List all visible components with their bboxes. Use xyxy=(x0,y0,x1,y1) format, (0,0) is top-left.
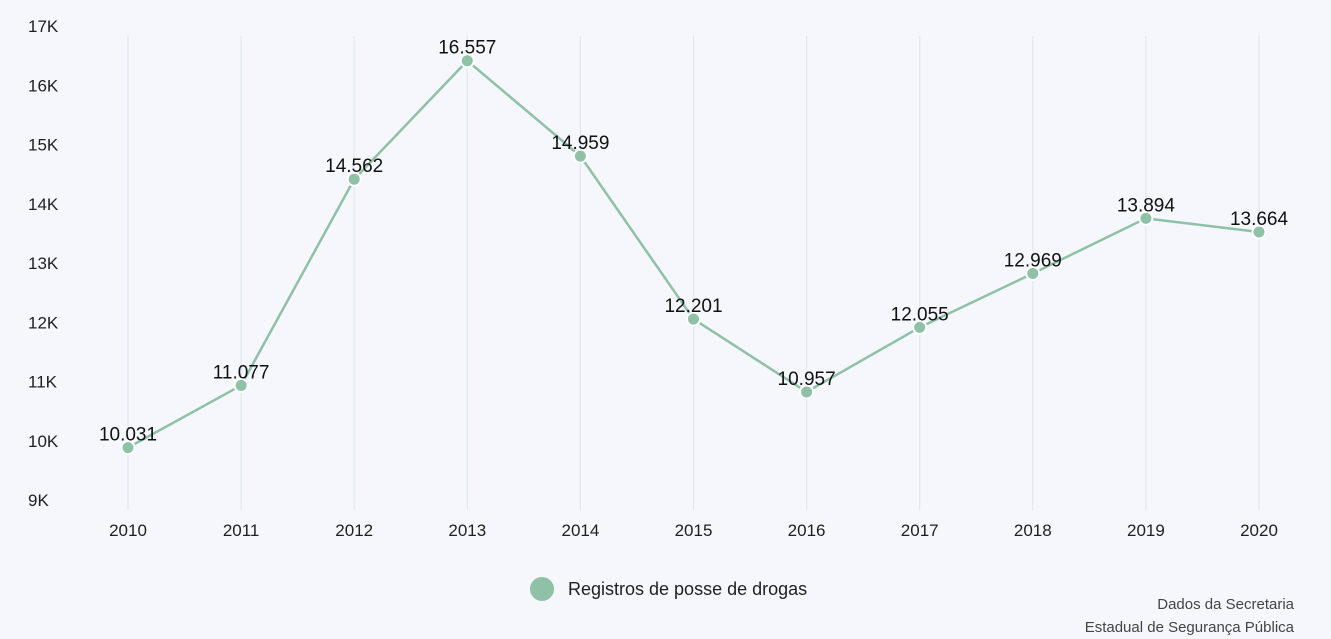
x-tick-label: 2019 xyxy=(1127,521,1165,540)
y-tick-label: 14K xyxy=(28,195,59,214)
data-point xyxy=(1138,210,1154,226)
y-tick-label: 13K xyxy=(28,254,59,273)
y-tick-label: 11K xyxy=(28,373,58,392)
source-line-2: Estadual de Segurança Pública xyxy=(1084,619,1294,636)
data-label: 11.077 xyxy=(213,362,270,383)
y-tick-label: 10K xyxy=(28,432,59,451)
x-tick-label: 2014 xyxy=(561,521,599,540)
data-labels: 10.031 11.077 14.562 16.557 14.959 12.201 10.9… xyxy=(99,38,1289,446)
data-point xyxy=(346,171,362,187)
data-point xyxy=(912,319,928,335)
data-label: 12.969 xyxy=(1004,250,1062,271)
y-tick-label: 15K xyxy=(28,136,59,155)
data-point xyxy=(120,440,136,456)
source-note: Dados da Secretaria Estadual de Seguranç… xyxy=(1085,593,1294,639)
y-tick-label: 16K xyxy=(28,76,59,95)
y-axis-ticks: 9K 10K 11K 12K 13K 14K 15K 16K 17K xyxy=(28,17,59,510)
source-line-1: Dados da Secretaria xyxy=(1157,596,1294,613)
legend-swatch[interactable] xyxy=(530,577,554,601)
series-layer xyxy=(120,53,1267,456)
x-tick-label: 2018 xyxy=(1014,521,1052,540)
x-axis-ticks: 2010 2011 2012 2013 2014 2015 2016 2017 2018 2019… xyxy=(109,521,1278,540)
x-tick-label: 2016 xyxy=(788,521,826,540)
data-point xyxy=(572,148,588,164)
data-point xyxy=(1251,224,1267,240)
data-point xyxy=(459,53,475,69)
data-label: 14.562 xyxy=(325,156,383,177)
data-label: 13.894 xyxy=(1117,195,1176,216)
x-tick-label: 2013 xyxy=(448,521,486,540)
data-label: 12.201 xyxy=(664,296,722,317)
data-point xyxy=(233,377,249,393)
x-tick-label: 2012 xyxy=(335,521,373,540)
x-tick-label: 2015 xyxy=(675,521,713,540)
data-label: 16.557 xyxy=(438,38,496,59)
data-point xyxy=(1025,265,1041,281)
x-tick-label: 2017 xyxy=(901,521,939,540)
y-tick-label: 12K xyxy=(28,313,59,332)
y-tick-label: 9K xyxy=(28,491,49,510)
data-label: 10.957 xyxy=(778,369,836,390)
data-label: 13.664 xyxy=(1230,209,1289,230)
data-label: 12.055 xyxy=(891,304,949,325)
x-tick-label: 2010 xyxy=(109,521,147,540)
x-tick-label: 2020 xyxy=(1240,521,1278,540)
legend: Registros de posse de drogas xyxy=(530,577,807,601)
y-tick-label: 17K xyxy=(28,17,59,36)
x-tick-label: 2011 xyxy=(223,521,260,540)
data-label: 10.031 xyxy=(99,425,157,446)
data-label: 14.959 xyxy=(551,133,609,154)
data-point xyxy=(799,384,815,400)
data-point xyxy=(686,311,701,327)
grid-lines xyxy=(127,36,1260,510)
legend-label[interactable]: Registros de posse de drogas xyxy=(568,578,808,599)
